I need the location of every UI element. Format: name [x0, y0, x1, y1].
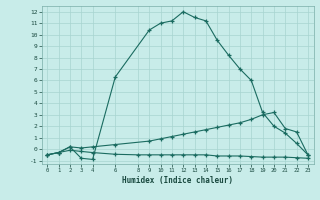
X-axis label: Humidex (Indice chaleur): Humidex (Indice chaleur) — [122, 176, 233, 185]
